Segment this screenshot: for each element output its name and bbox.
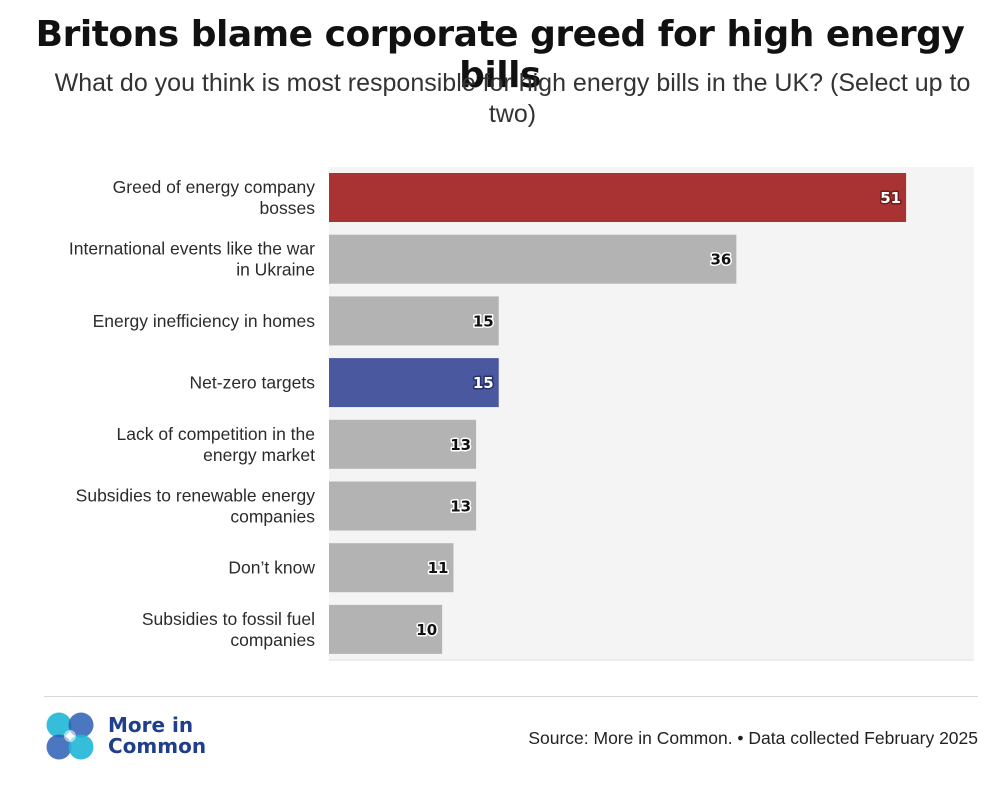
logo: More in Common (44, 710, 206, 762)
category-label-8: Subsidies to fossil fuel companies (142, 609, 315, 650)
category-label-5: Lack of competition in the energy market (117, 424, 316, 465)
category-label-4: Net-zero targets (190, 373, 316, 393)
chart-subtitle: What do you think is most responsible fo… (54, 69, 971, 128)
value-label-2: 36 (710, 251, 731, 269)
logo-text-line1: More in (108, 713, 194, 737)
value-label-6: 13 (450, 498, 471, 516)
value-label-5: 13 (450, 436, 471, 454)
chart-title: Britons blame corporate greed for high e… (35, 14, 965, 96)
value-label-3: 15 (473, 312, 494, 330)
bars-group: 51 Greed of energy company bosses 36 Interna… (69, 173, 907, 654)
category-label-6: Subsidies to renewable energy companies (76, 486, 316, 527)
value-label-7: 11 (428, 559, 449, 577)
bar-chart: 51 Greed of energy company bosses 36 Interna… (69, 167, 974, 661)
bar-1 (329, 173, 907, 222)
category-label-3: Energy inefficiency in homes (93, 311, 316, 331)
bar-8 (329, 604, 443, 654)
footer-divider (44, 696, 978, 697)
bar-6 (329, 481, 477, 531)
value-label-1: 51 (880, 189, 901, 207)
bar-7 (329, 543, 454, 593)
bar-2 (329, 234, 737, 284)
bar-3 (329, 296, 499, 346)
category-label-1: Greed of energy company bosses (113, 177, 316, 218)
logo-wordmark: More in Common (108, 715, 206, 757)
bar-4 (329, 358, 499, 408)
logo-text-line2: Common (108, 734, 207, 758)
logo-mark-icon (46, 712, 94, 760)
value-label-8: 10 (416, 621, 437, 639)
category-label-2: International events like the war in Ukra… (69, 239, 315, 280)
value-label-4: 15 (473, 374, 494, 392)
category-label-7: Don’t know (228, 558, 315, 578)
source-note: Source: More in Common. • Data collected… (528, 728, 978, 748)
bar-5 (329, 419, 477, 469)
